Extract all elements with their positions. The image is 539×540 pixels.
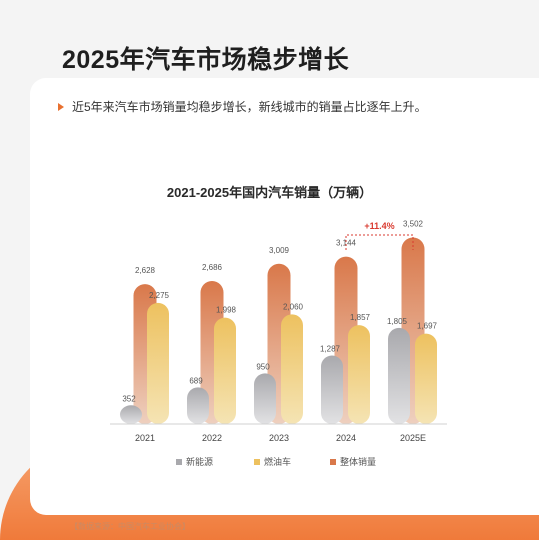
bar-nev-2023 bbox=[254, 373, 276, 424]
chart-title: 2021-2025年国内汽车销量（万辆） bbox=[166, 185, 373, 200]
bar-fuel-2025E bbox=[415, 333, 437, 424]
value-label-fuel-2021: 2,275 bbox=[149, 291, 170, 300]
bar-nev-2024 bbox=[321, 355, 343, 424]
value-label-nev-2023: 950 bbox=[256, 362, 270, 371]
value-label-total-2023: 3,009 bbox=[269, 246, 290, 255]
bar-nev-2022 bbox=[187, 387, 209, 424]
bar-nev-2021 bbox=[120, 405, 142, 424]
value-label-fuel-2024: 1,857 bbox=[350, 313, 371, 322]
legend-label-0: 新能源 bbox=[186, 456, 213, 467]
value-label-total-2025E: 3,502 bbox=[403, 220, 424, 229]
bar-fuel-2022 bbox=[214, 317, 236, 424]
summary-bullet: 近5年来汽车市场销量均稳步增长，新线城市的销量占比逐年上升。 bbox=[58, 98, 427, 115]
growth-bracket bbox=[345, 234, 414, 250]
x-tick-label-2023: 2023 bbox=[269, 433, 289, 443]
value-label-fuel-2022: 1,998 bbox=[216, 306, 237, 315]
legend-swatch-0 bbox=[176, 459, 182, 465]
value-label-nev-2021: 352 bbox=[122, 394, 136, 403]
bar-nev-2025E bbox=[388, 327, 410, 424]
legend-label-1: 燃油车 bbox=[264, 456, 291, 467]
page-title: 2025年汽车市场稳步增长 bbox=[62, 46, 350, 74]
data-source-note: 【数据来源：中国汽车工业协会】 bbox=[70, 522, 190, 531]
summary-text: 近5年来汽车市场销量均稳步增长，新线城市的销量占比逐年上升。 bbox=[72, 100, 427, 114]
value-label-fuel-2023: 2,060 bbox=[283, 302, 304, 311]
x-tick-label-2025E: 2025E bbox=[400, 433, 426, 443]
growth-annotation-label: +11.4% bbox=[364, 221, 394, 231]
legend-label-2: 整体销量 bbox=[340, 456, 376, 467]
legend-swatch-2 bbox=[330, 459, 336, 465]
value-label-total-2021: 2,628 bbox=[135, 266, 156, 275]
value-label-total-2022: 2,686 bbox=[202, 263, 223, 272]
triangle-bullet-icon bbox=[58, 102, 64, 111]
value-label-fuel-2025E: 1,697 bbox=[417, 322, 438, 331]
x-tick-label-2022: 2022 bbox=[202, 433, 222, 443]
value-label-nev-2024: 1,287 bbox=[320, 344, 341, 353]
bar-fuel-2023 bbox=[281, 314, 303, 424]
bar-fuel-2024 bbox=[348, 325, 370, 424]
x-tick-label-2021: 2021 bbox=[135, 433, 155, 443]
legend-swatch-1 bbox=[254, 459, 260, 465]
bar-fuel-2021 bbox=[147, 302, 169, 424]
value-label-nev-2022: 689 bbox=[189, 376, 203, 385]
value-label-nev-2025E: 1,805 bbox=[387, 317, 408, 326]
x-tick-label-2024: 2024 bbox=[336, 433, 356, 443]
value-label-total-2024: 3,144 bbox=[336, 239, 357, 248]
